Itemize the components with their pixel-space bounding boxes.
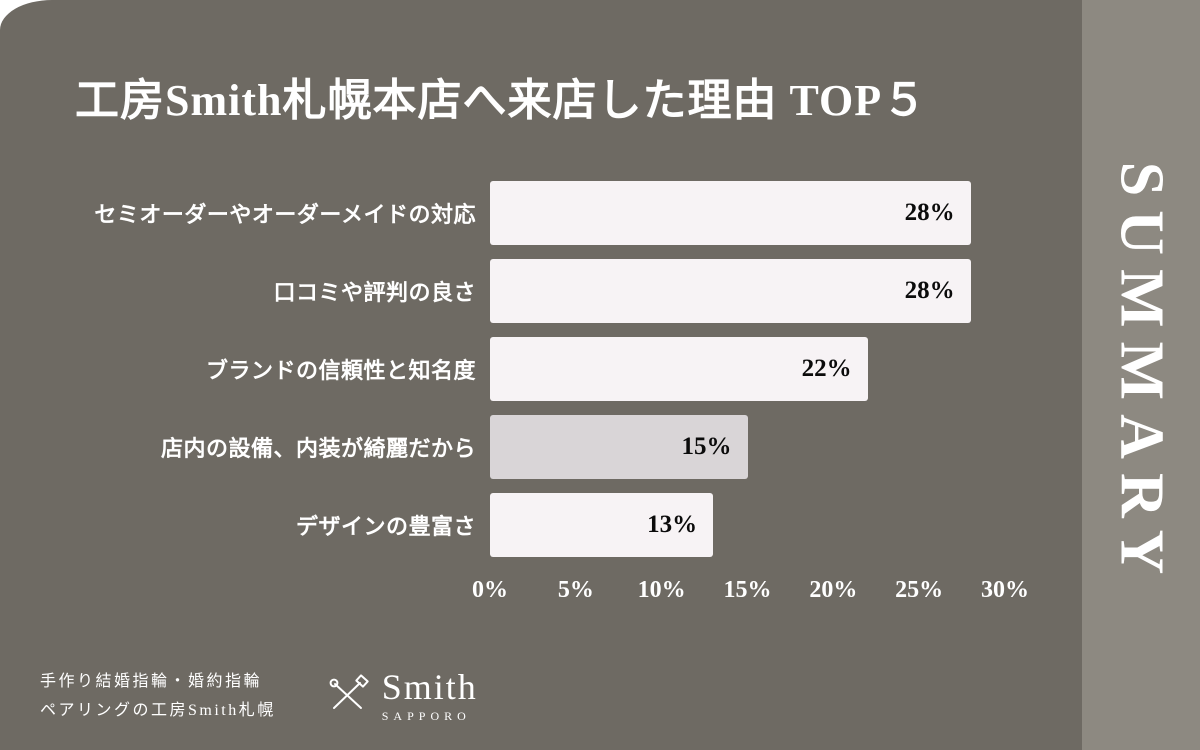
tagline: 手作り結婚指輪・婚約指輪 ペアリングの工房Smith札幌	[40, 667, 276, 726]
x-tick-label: 10%	[637, 577, 686, 604]
bar-row: デザインの豊富さ 13%	[20, 493, 1005, 558]
bar-chart: セミオーダーやオーダーメイドの対応 28% 口コミや評判の良さ 28% ブランドの信頼性…	[0, 181, 1082, 613]
tagline-line1: 手作り結婚指輪・婚約指輪	[40, 672, 263, 690]
brand-name: Smith	[381, 666, 478, 707]
bar-value-label: 13%	[647, 511, 698, 539]
brand-text: Smith SAPPORO	[382, 669, 478, 724]
bar-row: ブランドの信頼性と知名度 22%	[20, 337, 1005, 402]
bar: 28%	[490, 259, 971, 324]
brand-subtitle: SAPPORO	[381, 708, 471, 723]
bar-track: 13%	[490, 493, 1005, 558]
bar-row: 店内の設備、内装が綺麗だから 15%	[20, 415, 1005, 480]
category-label: 口コミや評判の良さ	[273, 280, 476, 306]
bar-track: 15%	[490, 415, 1005, 480]
bar: 28%	[490, 181, 971, 246]
x-tick-label: 20%	[809, 577, 858, 604]
x-tick-label: 15%	[723, 577, 772, 604]
bar-value-label: 28%	[904, 277, 955, 305]
bar-track: 22%	[490, 337, 1005, 402]
bar-value-label: 22%	[801, 355, 852, 383]
x-tick-label: 25%	[895, 577, 944, 604]
category-label: セミオーダーやオーダーメイドの対応	[94, 202, 476, 228]
category-label: デザインの豊富さ	[295, 514, 476, 540]
bar: 22%	[490, 337, 868, 402]
tagline-line2: ペアリングの工房Smith札幌	[40, 702, 276, 720]
bar: 13%	[490, 493, 714, 558]
category-label: 店内の設備、内装が綺麗だから	[160, 436, 476, 462]
bar-row: セミオーダーやオーダーメイドの対応 28%	[20, 181, 1005, 246]
x-tick-label: 5%	[557, 577, 594, 604]
bar-track: 28%	[490, 259, 1005, 324]
x-axis: 0% 5% 10% 15% 20% 25% 30%	[472, 571, 1029, 613]
bar-row: 口コミや評判の良さ 28%	[20, 259, 1005, 324]
summary-strip: SUMMARY	[1082, 0, 1200, 750]
category-label: ブランドの信頼性と知名度	[205, 358, 476, 384]
chart-title: 工房Smith札幌本店へ来店した理由 TOP５	[75, 76, 928, 125]
main-panel: 工房Smith札幌本店へ来店した理由 TOP５ セミオーダーやオーダーメイドの対…	[0, 76, 1082, 726]
brand-logo: Smith SAPPORO	[324, 669, 478, 724]
crossed-tools-icon	[324, 671, 370, 722]
bar-value-label: 15%	[681, 433, 732, 461]
bar-track: 28%	[490, 181, 1005, 246]
x-tick-label: 0%	[472, 577, 508, 604]
x-tick-label: 30%	[981, 577, 1029, 604]
footer: 手作り結婚指輪・婚約指輪 ペアリングの工房Smith札幌 Smith SAPPO…	[40, 667, 478, 726]
bar-rows: セミオーダーやオーダーメイドの対応 28% 口コミや評判の良さ 28% ブランドの信頼性…	[20, 181, 1005, 558]
bar-value-label: 28%	[904, 199, 955, 227]
summary-label: SUMMARY	[1107, 161, 1176, 589]
bar: 15%	[490, 415, 748, 480]
